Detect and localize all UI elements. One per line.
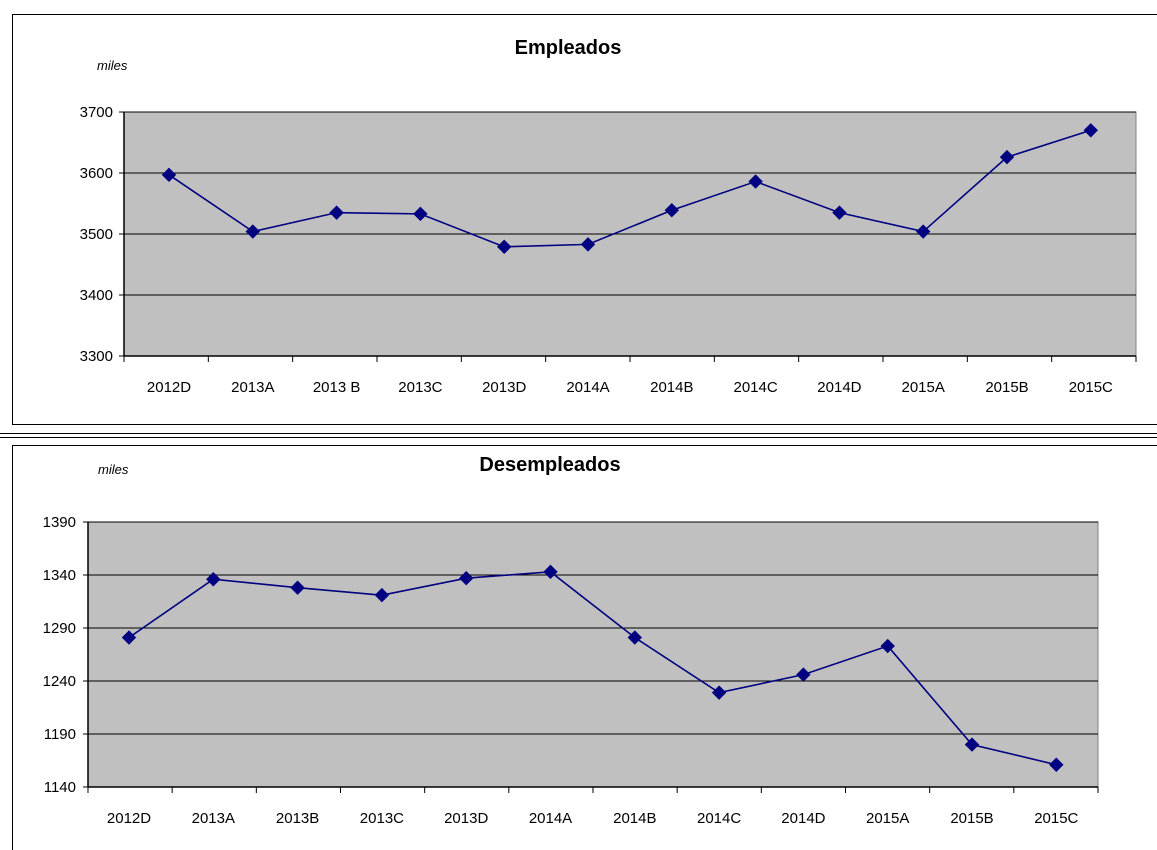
empleados-data-point-2013D bbox=[496, 239, 512, 255]
empleados-data-point-2015B bbox=[999, 149, 1015, 165]
desempleados-data-point-2014B bbox=[627, 630, 643, 645]
top-separator-line bbox=[0, 433, 1157, 434]
empleados-x-tick-label: 2013 B bbox=[313, 379, 361, 396]
desempleados-data-point-2014C bbox=[711, 685, 727, 700]
desempleados-x-tick-label: 2012D bbox=[107, 810, 151, 827]
desempleados-y-tick-label: 1240 bbox=[43, 673, 76, 690]
desempleados-y-tick-label: 1390 bbox=[43, 514, 76, 531]
desempleados-x-tick-label: 2015A bbox=[866, 810, 909, 827]
empleados-data-point-2013A bbox=[245, 224, 261, 239]
desempleados-data-point-2014D bbox=[796, 667, 811, 682]
desempleados-chart: 1140 1190 1240 1290 1340 1390 2012D 2013A 2013B 2… bbox=[43, 454, 1099, 827]
desempleados-data-point-2013C bbox=[374, 587, 390, 603]
bottom-separator-line bbox=[0, 437, 1157, 438]
empleados-x-tick-label: 2014B bbox=[650, 379, 693, 396]
desempleados-x-tick-label: 2013C bbox=[360, 810, 404, 827]
empleados-data-point-2015A bbox=[915, 224, 931, 239]
empleados-y-tick-label: 3300 bbox=[80, 348, 113, 365]
empleados-data-point-2014D bbox=[832, 205, 847, 220]
empleados-y-tick-label: 3600 bbox=[80, 165, 113, 182]
empleados-data-point-2012D bbox=[161, 167, 177, 183]
empleados-x-tick-label: 2015A bbox=[902, 379, 945, 396]
desempleados-data-point-2013D bbox=[458, 570, 474, 586]
empleados-data-point-2014A bbox=[580, 237, 596, 252]
empleados-y-tick-label: 3400 bbox=[80, 287, 113, 304]
desempleados-unit-label: miles bbox=[98, 462, 129, 477]
desempleados-data-point-2015A bbox=[880, 638, 895, 654]
empleados-y-tick-label: 3500 bbox=[80, 226, 113, 243]
empleados-data-point-2014C bbox=[748, 174, 763, 189]
empleados-chart: 3300 3400 3500 3600 3700 2012D 2013A 2013 B 2013… bbox=[80, 37, 1137, 396]
desempleados-data-point-2013A bbox=[206, 572, 221, 587]
desempleados-x-tick-label: 2013D bbox=[444, 810, 488, 827]
desempleados-x-tick-label: 2014C bbox=[697, 810, 741, 827]
desempleados-x-tick-label: 2015C bbox=[1034, 810, 1078, 827]
desempleados-y-tick-label: 1140 bbox=[44, 779, 76, 796]
empleados-x-tick-label: 2012D bbox=[147, 379, 191, 396]
empleados-x-tick-label: 2013C bbox=[398, 379, 442, 396]
desempleados-x-tick-label: 2014A bbox=[529, 810, 572, 827]
desempleados-y-tick-label: 1190 bbox=[44, 726, 76, 743]
empleados-x-tick-label: 2013A bbox=[231, 379, 274, 396]
desempleados-x-tick-label: 2015B bbox=[950, 810, 993, 827]
empleados-x-tick-label: 2014D bbox=[817, 379, 861, 396]
empleados-data-point-2013C bbox=[413, 206, 428, 222]
desempleados-data-point-2013B bbox=[290, 580, 305, 595]
desempleados-y-tick-label: 1290 bbox=[43, 620, 76, 637]
empleados-x-tick-label: 2015C bbox=[1069, 379, 1113, 396]
empleados-x-tick-label: 2014A bbox=[566, 379, 609, 396]
empleados-data-point-2015C bbox=[1083, 123, 1099, 138]
desempleados-series-line bbox=[128, 570, 1057, 766]
desempleados-chart-title: Desempleados bbox=[479, 454, 620, 476]
desempleados-y-tick-label: 1340 bbox=[43, 567, 76, 584]
desempleados-plot-area bbox=[87, 521, 1099, 788]
empleados-data-point-2014B bbox=[664, 203, 680, 218]
desempleados-data-point-2014A bbox=[543, 564, 558, 580]
empleados-y-tick-label: 3700 bbox=[80, 104, 113, 121]
empleados-x-tick-label: 2015B bbox=[985, 379, 1028, 396]
desempleados-x-tick-label: 2014D bbox=[781, 810, 825, 827]
desempleados-data-point-2015C bbox=[1049, 757, 1064, 772]
desempleados-x-tick-label: 2013B bbox=[276, 810, 319, 827]
empleados-x-tick-label: 2014C bbox=[733, 379, 777, 396]
desempleados-data-point-2015B bbox=[964, 737, 980, 752]
desempleados-x-tick-label: 2013A bbox=[192, 810, 235, 827]
desempleados-x-tick-label: 2014B bbox=[613, 810, 656, 827]
empleados-data-point-2013B bbox=[329, 205, 344, 220]
empleados-x-tick-label: 2013D bbox=[482, 379, 526, 396]
empleados-chart-title: Empleados bbox=[515, 37, 622, 59]
empleados-unit-label: miles bbox=[97, 58, 128, 73]
desempleados-data-point-2012D bbox=[121, 630, 137, 645]
empleados-series-line bbox=[168, 129, 1092, 248]
